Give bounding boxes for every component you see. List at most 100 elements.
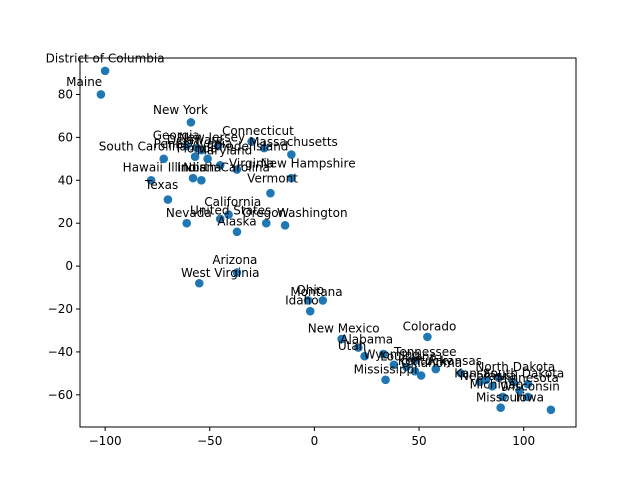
point-label: Kansas: [454, 367, 496, 381]
point-label: Michigan: [470, 377, 524, 391]
point-label: West Virginia: [181, 266, 260, 280]
data-point: [360, 351, 369, 361]
data-point: [215, 160, 225, 170]
plot-frame: [79, 57, 577, 428]
point-label: Alabama: [340, 332, 393, 346]
data-point: [303, 296, 313, 305]
data-point: [423, 332, 432, 342]
point-label: Oklahoma: [401, 356, 462, 370]
data-point: [475, 377, 485, 387]
point-label: Delaware: [167, 133, 224, 147]
y-tick-label: −40: [48, 345, 73, 359]
data-point: [410, 356, 420, 365]
data-point: [389, 360, 399, 370]
point-label: Kentucky: [398, 354, 453, 368]
data-point: [197, 175, 206, 185]
point-label: Colorado: [403, 319, 457, 333]
point-label: North Dakota: [475, 360, 555, 374]
point-label: New Hampshire: [261, 156, 356, 170]
axes: −100 −50 0 50 100 −60 −40 −20 0 20 40 60 80: [48, 57, 577, 448]
point-label: New York: [153, 103, 208, 117]
data-point: [498, 392, 508, 402]
y-tick-label: 80: [58, 87, 73, 101]
point-label: Vermont: [247, 171, 298, 185]
point-label: Missouri: [476, 390, 525, 404]
point-label: United States: [190, 204, 271, 218]
point-label: Massachusetts: [249, 135, 338, 149]
point-label: Wisconsin: [500, 380, 560, 394]
data-point: [523, 379, 533, 389]
data-point: [159, 154, 169, 164]
point-label: New Mexico: [308, 322, 380, 336]
data-point: [280, 221, 290, 230]
y-tick-label: 40: [58, 173, 73, 187]
data-point: [318, 296, 328, 305]
point-label: Illinois: [168, 161, 206, 175]
point-label: Ohio: [296, 283, 324, 297]
point-label: Washington: [277, 206, 348, 220]
y-tick-label: −60: [48, 388, 73, 402]
point-label: Iowa: [516, 390, 544, 404]
data-point: [146, 175, 156, 185]
point-label: Maryland: [197, 144, 253, 158]
x-tick-label: 100: [512, 434, 535, 448]
data-point: [259, 143, 269, 153]
data-point: [182, 218, 192, 228]
data-point: [337, 334, 346, 344]
point-label: Texas: [144, 178, 178, 192]
data-point: [163, 195, 173, 204]
data-point: [188, 173, 198, 183]
point-label: California: [204, 195, 261, 209]
data-point: [224, 210, 233, 219]
data-point: [410, 366, 420, 376]
y-tick-label: 0: [65, 259, 73, 273]
data-point: [100, 66, 110, 76]
data-point: [515, 386, 524, 395]
data-point: [496, 403, 505, 412]
data-point: [190, 152, 200, 161]
point-label: Connecticut: [222, 124, 294, 138]
point-label: Alaska: [217, 214, 256, 228]
point-label: Arkansas: [427, 354, 482, 368]
point-label: Florida: [177, 141, 218, 155]
data-point: [381, 375, 390, 385]
point-label: Virginia: [229, 156, 274, 170]
point-label: Louisiana: [380, 349, 437, 363]
data-point: [197, 145, 206, 155]
point-label: Oregon: [242, 206, 286, 220]
point-label: Tennessee: [393, 345, 457, 359]
data-point: [416, 371, 426, 380]
data-point: [261, 218, 271, 228]
point-label: Georgia: [153, 129, 200, 143]
point-label: South Dakota: [483, 367, 564, 381]
point-label: Nebraska: [460, 369, 517, 383]
data-point: [305, 306, 315, 316]
data-point: [247, 137, 256, 146]
x-tick-label: 50: [411, 434, 426, 448]
point-label: Nevada: [166, 206, 212, 220]
x-tick-label: −100: [89, 434, 122, 448]
point-label: Utah: [338, 339, 366, 353]
point-label: Pennsylvania: [154, 137, 233, 151]
point-label: Arizona: [212, 253, 257, 267]
data-point: [232, 227, 242, 237]
data-point: [182, 141, 192, 151]
point-label: Montana: [290, 285, 342, 299]
data-point: [508, 377, 518, 387]
point-label: Mississippi: [354, 362, 418, 376]
data-point: [456, 369, 466, 378]
point-label: Maine: [66, 75, 102, 89]
data-point: [232, 165, 242, 174]
data-point: [494, 373, 503, 382]
point-label: Hawaii: [123, 161, 163, 175]
data-point: [215, 214, 225, 224]
point-label: Indiana: [177, 161, 221, 175]
data-point: [487, 381, 497, 391]
data-point: [287, 150, 296, 159]
point-label: North Carolina: [183, 161, 270, 175]
data-point: [203, 154, 212, 164]
data-point: [431, 364, 441, 374]
y-tick-label: −20: [48, 302, 73, 316]
